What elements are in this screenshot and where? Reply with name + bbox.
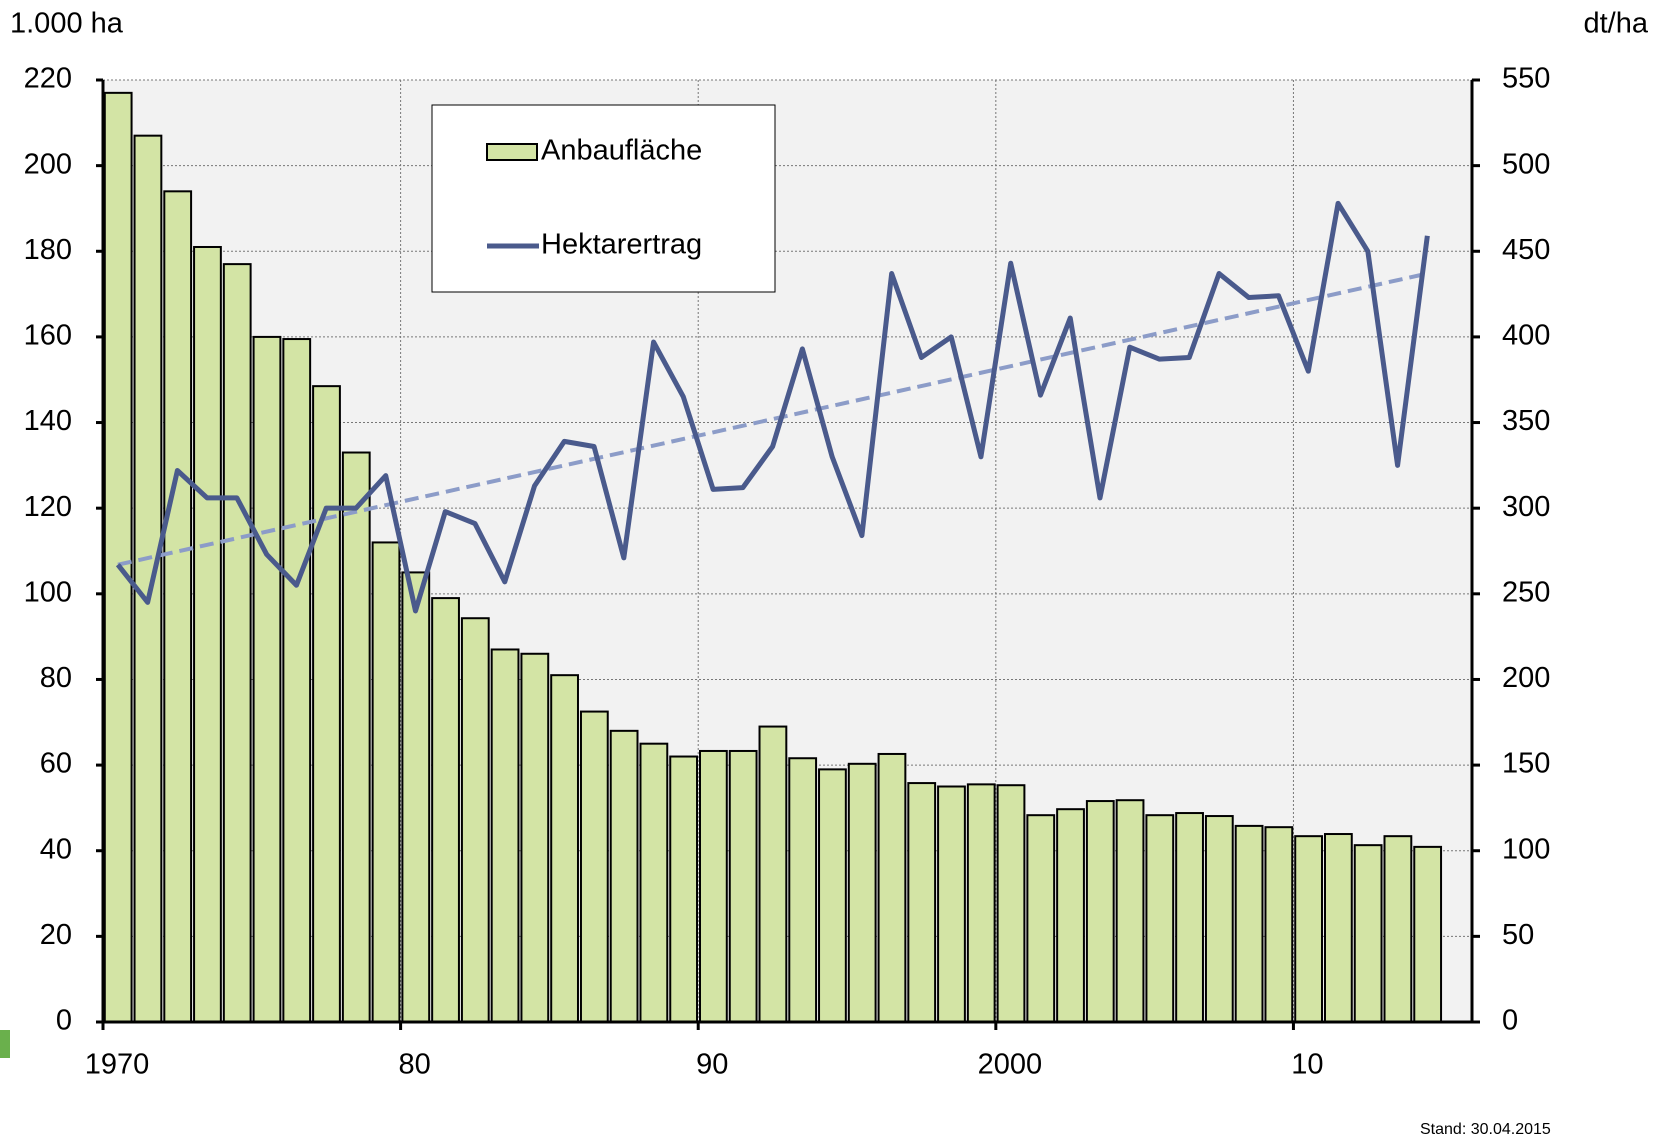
y2-tick-label: 350 [1502, 405, 1550, 437]
bar [1264, 826, 1294, 1023]
bar [877, 752, 907, 1023]
y-tick-label: 180 [24, 234, 72, 266]
bar [996, 784, 1026, 1023]
bar [222, 263, 252, 1024]
bar [341, 451, 371, 1023]
legend-box [431, 104, 776, 293]
y-tick-label: 160 [24, 320, 72, 352]
bar [818, 768, 847, 1024]
bar [1026, 814, 1056, 1023]
bar [699, 749, 728, 1024]
y-axis-label: 1.000 ha [10, 8, 124, 40]
y-tick-label: 0 [56, 1005, 72, 1037]
y2-tick-label: 300 [1502, 491, 1550, 523]
bar [1056, 808, 1085, 1024]
bar [520, 652, 550, 1023]
bar [1204, 815, 1234, 1024]
line [115, 200, 1430, 614]
y2-tick-label: 150 [1502, 748, 1550, 780]
y2-tick-label: 450 [1502, 234, 1550, 266]
bar [1145, 814, 1175, 1023]
legend-label: Hektarertrag [541, 229, 702, 261]
bar [103, 91, 133, 1023]
bar [847, 762, 877, 1023]
bar [966, 783, 996, 1023]
bar [1115, 799, 1145, 1024]
y-tick-label: 200 [24, 148, 72, 180]
bar [1413, 845, 1443, 1024]
y-tick-label: 140 [24, 405, 72, 437]
bar [639, 742, 669, 1023]
bar [907, 782, 937, 1023]
y-tick-label: 60 [40, 748, 72, 780]
legend-swatch [486, 143, 538, 161]
trend-line [117, 271, 1428, 567]
bar [282, 338, 312, 1023]
bar [133, 134, 163, 1023]
bar [579, 710, 609, 1023]
bar [1234, 824, 1264, 1023]
y2-tick-label: 0 [1502, 1005, 1518, 1037]
bar [193, 245, 222, 1023]
y2-tick-label: 500 [1502, 148, 1550, 180]
y2-tick-label: 100 [1502, 833, 1550, 865]
bar [490, 648, 520, 1023]
bar [1353, 844, 1383, 1023]
bar [937, 785, 966, 1023]
bar [252, 335, 282, 1023]
bar [371, 541, 401, 1023]
bar [460, 617, 490, 1023]
y-tick-label: 100 [24, 576, 72, 608]
y-tick-label: 220 [24, 63, 72, 95]
bar [312, 385, 341, 1023]
bar [758, 725, 788, 1024]
x-tick-label: 80 [398, 1049, 430, 1081]
bar [609, 729, 639, 1023]
bar [1085, 800, 1115, 1023]
bar [1175, 812, 1204, 1024]
y2-tick-label: 550 [1502, 63, 1550, 95]
y-tick-label: 20 [40, 919, 72, 951]
x-tick-label: 2000 [978, 1049, 1043, 1081]
y2-tick-label: 200 [1502, 662, 1550, 694]
bar [669, 755, 699, 1023]
bar [163, 190, 193, 1023]
bar [1383, 835, 1413, 1023]
y2-tick-label: 50 [1502, 919, 1534, 951]
logo [0, 1030, 10, 1058]
y-tick-label: 40 [40, 833, 72, 865]
bar [728, 749, 758, 1024]
y-tick-label: 80 [40, 662, 72, 694]
bar [788, 757, 818, 1023]
y2-tick-label: 400 [1502, 320, 1550, 352]
footnote: Stand: 30.04.2015 [1420, 1121, 1551, 1138]
bar [550, 674, 579, 1023]
bar [1294, 835, 1324, 1023]
x-tick-label: 90 [696, 1049, 728, 1081]
y-tick-label: 120 [24, 491, 72, 523]
bar [401, 571, 431, 1024]
y2-tick-label: 250 [1502, 576, 1550, 608]
bar [1323, 833, 1353, 1024]
x-tick-label: 1970 [85, 1049, 150, 1081]
y2-axis-label: dt/ha [1584, 8, 1649, 40]
bar [431, 597, 460, 1023]
x-tick-label: 10 [1291, 1049, 1323, 1081]
legend-label: Anbaufläche [541, 135, 702, 167]
